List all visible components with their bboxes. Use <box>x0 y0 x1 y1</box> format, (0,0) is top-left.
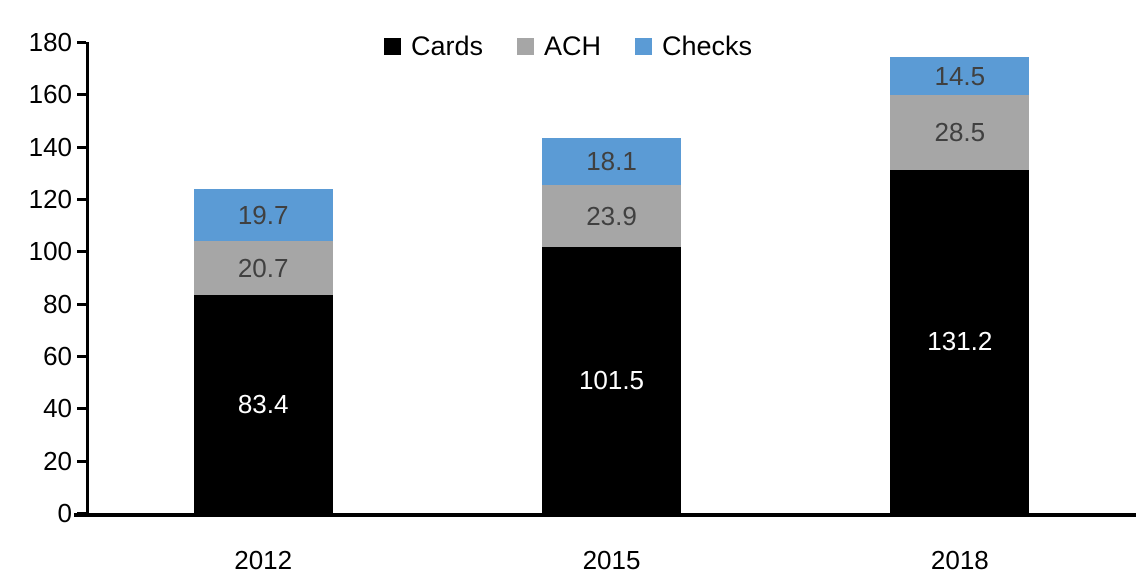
segment-value-label: 28.5 <box>934 117 986 148</box>
bar-2012: 83.4 20.7 19.7 <box>193 189 333 513</box>
y-axis-tick-label: 20 <box>43 445 72 476</box>
segment-value-label: 23.9 <box>586 201 637 232</box>
segment-value-label: 18.1 <box>586 146 637 177</box>
legend-swatch-icon <box>635 38 652 55</box>
y-axis-tick-label: 60 <box>43 341 72 371</box>
y-axis-tick <box>77 355 86 358</box>
segment-value-label: 20.7 <box>237 252 289 283</box>
segment-value-label: 101.5 <box>578 365 645 396</box>
y-axis-line <box>86 42 89 517</box>
y-axis-tick <box>77 459 86 463</box>
bar-2018: 131.2 28.5 14.5 <box>890 57 1030 513</box>
segment-value-label: 19.7 <box>237 199 289 230</box>
segment-ach-2012: 20.7 <box>193 240 333 295</box>
segment-checks-2018: 14.5 <box>890 57 1030 96</box>
bar-2015: 101.5 23.9 18.1 <box>542 137 681 513</box>
y-axis-tick-label: 100 <box>28 236 72 267</box>
segment-ach-2015: 23.9 <box>542 184 681 248</box>
segment-cards-2018: 131.2 <box>890 169 1030 513</box>
legend-label: Cards <box>410 31 483 61</box>
y-axis-tick-label: 40 <box>43 393 72 424</box>
segment-value-label: 131.2 <box>927 326 993 357</box>
y-axis-tick <box>77 512 86 515</box>
legend-swatch-icon <box>516 38 534 55</box>
y-axis-tick <box>77 407 86 411</box>
chart-legend: Cards ACH Checks <box>0 33 1136 60</box>
y-axis-tick-label: 0 <box>57 498 72 528</box>
legend-label: ACH <box>543 31 601 61</box>
y-axis-tick-label: 80 <box>43 288 72 319</box>
segment-cards-2012: 83.4 <box>193 294 333 513</box>
legend-swatch-icon <box>383 38 401 55</box>
y-axis-tick <box>77 41 86 44</box>
x-axis-label-2012: 2012 <box>234 545 293 575</box>
segment-cards-2015: 101.5 <box>542 247 681 513</box>
legend-item-ach: ACH <box>516 31 601 61</box>
segment-checks-2012: 19.7 <box>193 189 333 241</box>
y-axis-tick-label: 120 <box>28 184 72 214</box>
legend-label: Checks <box>662 31 753 61</box>
plot-area: 83.4 20.7 19.7 101.5 23.9 18.1 131.2 28.5 14.5 <box>89 42 1134 513</box>
y-axis-tick-label: 180 <box>28 27 72 57</box>
y-axis-tick-label: 140 <box>28 131 72 162</box>
y-axis-tick <box>77 93 86 97</box>
y-axis-tick <box>77 198 86 201</box>
y-axis-tick <box>77 302 86 306</box>
x-axis-label-2015: 2015 <box>582 545 641 575</box>
segment-value-label: 83.4 <box>237 388 289 419</box>
legend-item-checks: Checks <box>635 33 752 60</box>
y-axis-tick-label: 160 <box>28 79 72 110</box>
y-axis-tick <box>77 250 86 254</box>
segment-ach-2018: 28.5 <box>890 95 1030 170</box>
y-axis-tick <box>77 145 86 149</box>
x-axis-line <box>74 513 1136 517</box>
legend-item-cards: Cards <box>383 31 483 61</box>
x-axis-label-2018: 2018 <box>930 545 989 575</box>
segment-checks-2015: 18.1 <box>542 137 681 185</box>
segment-value-label: 14.5 <box>934 61 986 92</box>
